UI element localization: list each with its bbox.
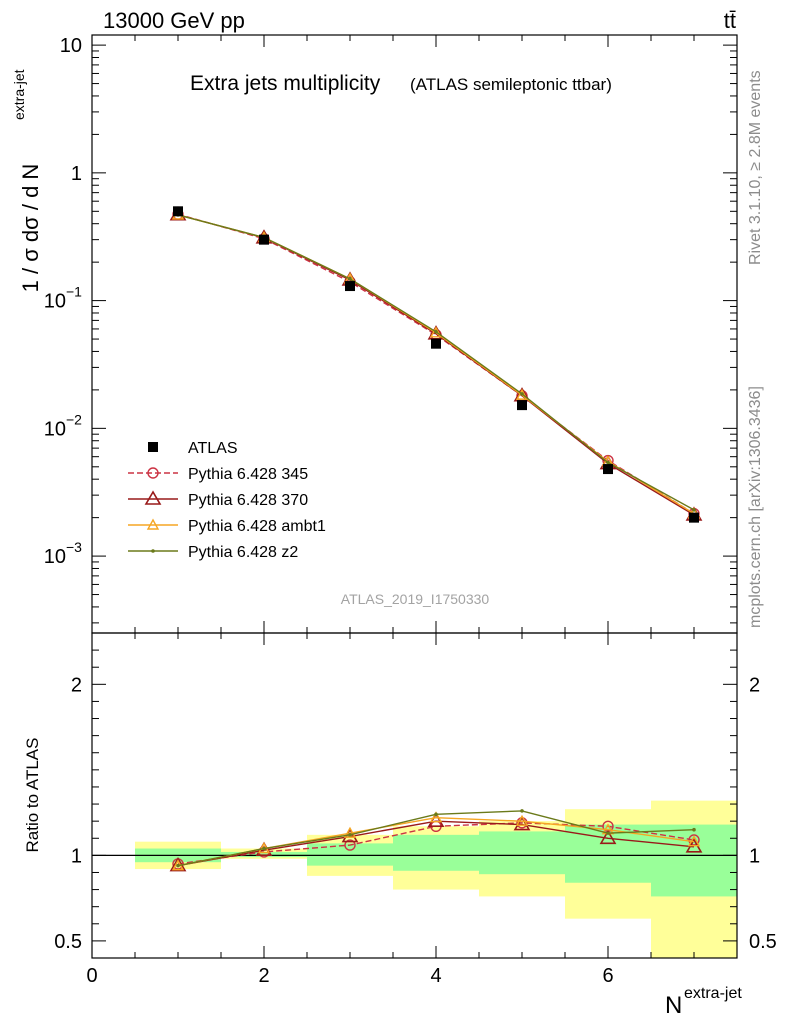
- ratio-point: [434, 812, 438, 817]
- mcplots-note: mcplots.cern.ch [arXiv:1306.3436]: [747, 386, 764, 628]
- y-tick-label: 1: [71, 163, 82, 185]
- ratio-ylabel: Ratio to ATLAS: [23, 738, 42, 853]
- ratio-y-tick-label: 2: [71, 674, 82, 696]
- mcplots-note-text: mcplots.cern.ch [arXiv:1306.3436]: [747, 386, 764, 628]
- legend-marker: [147, 467, 159, 479]
- analysis-id: ATLAS_2019_I1750330: [341, 591, 490, 607]
- ratio-band-inner: [393, 834, 479, 871]
- ratio-band-inner: [307, 843, 393, 866]
- ratio-point: [176, 863, 180, 868]
- x-tick-label: 2: [258, 965, 269, 987]
- atlas-data-point: [345, 281, 355, 292]
- xlabel-main: N: [665, 992, 682, 1019]
- y-tick-label: 10: [60, 35, 82, 57]
- ratio-y-tick-label-right: 2: [749, 674, 760, 696]
- energy-label: 13000 GeV pp: [103, 8, 245, 33]
- ratio-ylabel-text: Ratio to ATLAS: [23, 738, 42, 853]
- main-ylabel-text: 1 / σ dσ / d N: [18, 164, 43, 293]
- legend-label: ATLAS: [188, 440, 238, 457]
- atlas-data-point: [259, 234, 269, 245]
- legend-label: Pythia 6.428 ambt1: [188, 518, 326, 535]
- ratio-y-tick-label-right: 1: [749, 845, 760, 867]
- ratio-point: [262, 846, 266, 851]
- legend-marker: [148, 442, 158, 452]
- atlas-data-point: [173, 206, 183, 217]
- main-ylabel-sup: extra-jet: [11, 69, 27, 120]
- ratio-frame: [91, 632, 738, 959]
- legend-label: Pythia 6.428 z2: [188, 544, 298, 561]
- atlas-data-point: [603, 464, 613, 475]
- y-tick-label: 10: [44, 418, 66, 440]
- ratio-point: [515, 814, 529, 826]
- ratio-point: [343, 826, 357, 838]
- rivet-note-text: Rivet 3.1.10, ≥ 2.8M events: [747, 70, 764, 265]
- xlabel-sup: extra-jet: [684, 985, 742, 1002]
- ratio-point: [348, 833, 352, 837]
- legend-label: Pythia 6.428 345: [188, 466, 308, 483]
- main-point: [348, 277, 352, 281]
- atlas-data-point: [689, 512, 699, 523]
- legend-label: Pythia 6.428 370: [188, 492, 308, 509]
- ratio-point: [344, 839, 356, 851]
- ratio-point: [429, 811, 443, 823]
- legend-marker: [146, 518, 160, 530]
- legend-marker: [151, 549, 155, 553]
- ratio-point: [688, 834, 700, 846]
- x-tick-label: 4: [430, 965, 441, 987]
- plot-subtitle: (ATLAS semileptonic ttbar): [410, 75, 612, 94]
- process-label: tt̄: [724, 8, 736, 33]
- main-point: [520, 392, 524, 396]
- y-tick-label: 10: [44, 291, 66, 313]
- x-tick-label: 6: [602, 965, 613, 987]
- main-point: [692, 508, 696, 512]
- main-point: [606, 460, 610, 465]
- ratio-point: [606, 831, 610, 835]
- main-point: [429, 326, 443, 338]
- ratio-point: [520, 809, 524, 813]
- ratio-point: [687, 835, 701, 847]
- main-point: [515, 388, 529, 400]
- atlas-data-point: [431, 338, 441, 349]
- x-tick-label: 0: [86, 965, 97, 987]
- main-point: [434, 329, 438, 334]
- plot-title: Extra jets multiplicity: [190, 72, 381, 95]
- ratio-y-tick-label: 0.5: [54, 931, 82, 953]
- main-series-line: [177, 213, 695, 515]
- ratio-point: [599, 829, 617, 845]
- y-tick-exponent: −3: [66, 539, 82, 555]
- y-tick-label: 10: [44, 546, 66, 568]
- ratio-point: [692, 827, 696, 832]
- ratio-y-tick-label: 1: [71, 845, 82, 867]
- rivet-note: Rivet 3.1.10, ≥ 2.8M events: [747, 70, 764, 265]
- main-ylabel: 1 / σ dσ / d N extra-jet: [11, 69, 43, 292]
- ratio-band-inner: [479, 831, 565, 875]
- y-tick-exponent: −1: [66, 284, 82, 300]
- ratio-y-tick-label-right: 0.5: [749, 931, 777, 953]
- y-tick-exponent: −2: [66, 411, 82, 427]
- legend: ATLAS Pythia 6.428 345 Pythia 6.428 370 Pyt…: [128, 440, 326, 561]
- ratio-series: [169, 809, 703, 872]
- legend-marker: [144, 490, 162, 505]
- atlas-data-point: [517, 400, 527, 411]
- main-series: [169, 206, 703, 523]
